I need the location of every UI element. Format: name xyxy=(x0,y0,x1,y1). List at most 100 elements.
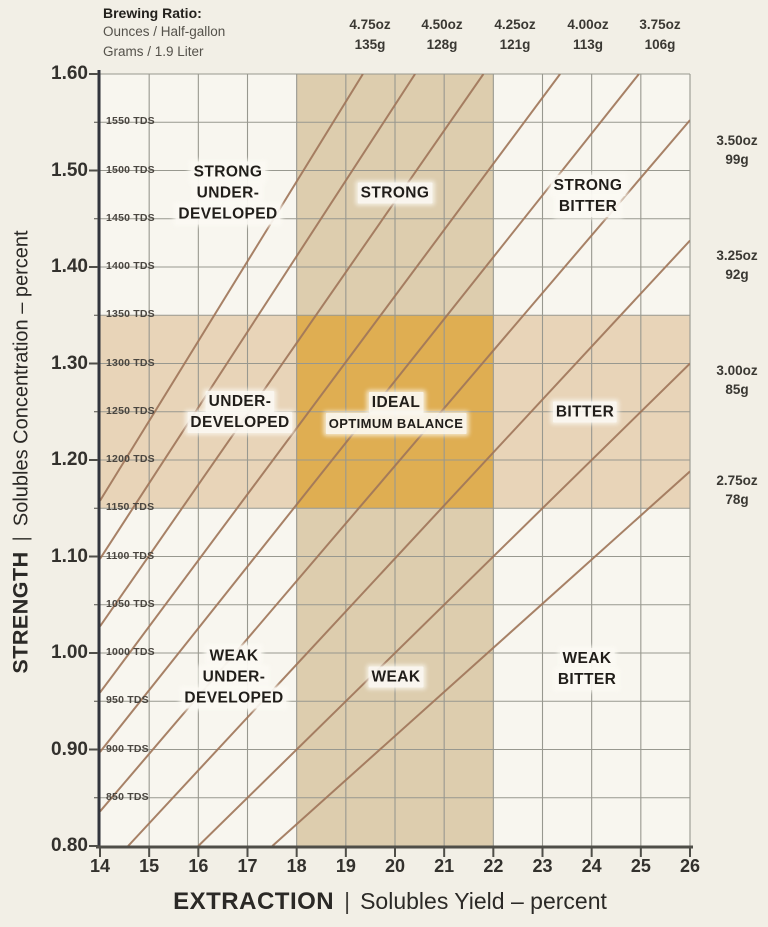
region-label-line: UNDER- xyxy=(175,182,280,204)
tds-label: 1050 TDS xyxy=(106,597,155,610)
tds-label: 1200 TDS xyxy=(106,453,155,465)
x-axis-title-separator: | xyxy=(344,888,351,914)
ratio-ounces-value: 4.00oz xyxy=(567,17,609,32)
region-label-text: UNDER- xyxy=(205,391,275,412)
x-tick-label: 16 xyxy=(188,856,209,876)
region-label: STRONG UNDER- DEVELOPED xyxy=(175,161,281,225)
x-tick-label: 14 xyxy=(89,856,111,876)
region-label-text: STRONG xyxy=(190,161,266,183)
region-label-line: IDEAL xyxy=(326,392,467,413)
x-tick-label: 26 xyxy=(679,856,701,876)
region-label-line: UNDER- xyxy=(187,391,292,412)
ratio-line-top-label: 4.25oz 121g xyxy=(494,15,535,55)
x-tick-label: 18 xyxy=(286,856,307,876)
region-label: IDEAL OPTIMUM BALANCE xyxy=(325,392,467,434)
ratio-grams-value: 106g xyxy=(644,37,676,52)
region-label-text: BITTER xyxy=(554,669,620,690)
tds-label: 1450 TDS xyxy=(106,211,155,224)
region-label: WEAK xyxy=(368,666,424,688)
ratio-grams-value: 78g xyxy=(725,492,749,507)
ratio-line-right-label: 3.00oz 85g xyxy=(716,361,757,399)
region-label-text: DEVELOPED xyxy=(175,203,281,225)
x-tick-label: 23 xyxy=(532,856,553,876)
brewing-ratio-grams-row-label: Grams / 1.9 Liter xyxy=(103,44,204,59)
y-axis-title-rest: Solubles Concentration – percent xyxy=(10,230,33,527)
ratio-ounces-value: 3.00oz xyxy=(716,363,758,378)
x-tick-label: 24 xyxy=(581,856,602,876)
tds-label: 1000 TDS xyxy=(106,646,155,658)
region-label-text: DEVELOPED xyxy=(187,412,293,433)
region-label: UNDER- DEVELOPED xyxy=(187,391,293,433)
y-tick-label: 0.90 xyxy=(51,738,88,760)
ratio-line-right-label: 3.25oz 92g xyxy=(716,246,757,284)
region-label-text: UNDER- xyxy=(193,182,263,204)
tds-label: 1500 TDS xyxy=(106,163,155,176)
y-axis-title: STRENGTH | Solubles Concentration – perc… xyxy=(9,230,34,673)
region-label-line: WEAK xyxy=(181,645,286,667)
x-axis-title-bold: EXTRACTION xyxy=(173,888,335,915)
ratio-line-top-label: 4.75oz 135g xyxy=(349,15,390,55)
ratio-ounces-value: 2.75oz xyxy=(716,473,758,488)
ratio-line-top-label: 4.00oz 113g xyxy=(567,15,608,55)
ratio-grams-value: 92g xyxy=(725,267,749,282)
region-label-text: UNDER- xyxy=(199,666,269,688)
y-tick-label: 1.30 xyxy=(51,352,88,374)
tds-label: 1550 TDS xyxy=(106,115,155,128)
ratio-line-top-label: 3.75oz 106g xyxy=(639,15,680,55)
y-tick-label: 1.20 xyxy=(51,449,88,470)
region-label: STRONG BITTER xyxy=(550,175,626,217)
region-label-line: WEAK xyxy=(555,648,619,669)
x-tick-label: 15 xyxy=(139,856,160,876)
x-tick-label: 21 xyxy=(434,856,455,876)
x-tick-label: 22 xyxy=(483,856,504,876)
ratio-grams-value: 85g xyxy=(725,382,749,397)
x-tick-label: 25 xyxy=(630,856,651,876)
x-axis-title: EXTRACTION | Solubles Yield – percent xyxy=(60,888,720,916)
ratio-line-right-label: 3.50oz 99g xyxy=(716,131,757,169)
tds-label: 1400 TDS xyxy=(106,260,155,272)
y-tick-label: 0.80 xyxy=(51,835,88,856)
y-axis-title-separator: | xyxy=(10,536,33,542)
region-label-line: UNDER- xyxy=(181,666,286,688)
region-label: STRONG xyxy=(357,182,433,204)
ratio-line-top-label: 4.50oz 128g xyxy=(421,15,462,55)
region-label-line: DEVELOPED xyxy=(181,687,287,709)
region-label-text: BITTER xyxy=(555,196,621,217)
region-label: WEAK UNDER- DEVELOPED xyxy=(181,645,287,709)
tds-label: 1150 TDS xyxy=(106,501,155,514)
tds-label: 1250 TDS xyxy=(106,404,155,417)
region-label: BITTER xyxy=(552,401,618,423)
ratio-ounces-value: 3.75oz xyxy=(639,17,681,32)
ratio-grams-value: 121g xyxy=(499,37,531,52)
ratio-grams-value: 135g xyxy=(354,37,386,52)
x-tick-label: 17 xyxy=(237,856,258,876)
region-label-text: STRONG xyxy=(357,182,433,204)
region-label-text: STRONG xyxy=(550,175,626,196)
ratio-ounces-value: 4.25oz xyxy=(494,17,536,32)
y-tick-label: 1.50 xyxy=(51,159,88,181)
ratio-line-right-label: 2.75oz 78g xyxy=(716,471,757,509)
ratio-ounces-value: 3.25oz xyxy=(716,248,758,263)
brewing-ratio-title: Brewing Ratio: xyxy=(103,5,202,21)
region-label-line: STRONG xyxy=(357,182,433,204)
tds-label: 1300 TDS xyxy=(106,356,155,369)
x-tick-label: 19 xyxy=(335,856,356,876)
region-label-text: DEVELOPED xyxy=(181,687,287,709)
region-label-line: DEVELOPED xyxy=(187,412,293,433)
region-label-line: WEAK xyxy=(368,666,424,688)
region-label-line: BITTER xyxy=(552,401,618,423)
tds-label: 1350 TDS xyxy=(106,308,155,321)
y-tick-label: 1.00 xyxy=(51,642,88,663)
ratio-ounces-value: 4.75oz xyxy=(349,17,391,32)
region-label-line: STRONG xyxy=(550,175,626,196)
tds-label: 850 TDS xyxy=(106,790,149,803)
region-label-text: OPTIMUM BALANCE xyxy=(325,413,467,434)
region-label-text: WEAK xyxy=(368,666,424,688)
region-label-text: WEAK xyxy=(559,648,615,669)
y-tick-label: 1.60 xyxy=(51,63,88,84)
tds-label: 1100 TDS xyxy=(106,549,155,562)
y-axis-title-bold: STRENGTH xyxy=(8,551,33,674)
region-label: WEAK BITTER xyxy=(554,648,620,690)
region-label-line: OPTIMUM BALANCE xyxy=(325,413,467,434)
